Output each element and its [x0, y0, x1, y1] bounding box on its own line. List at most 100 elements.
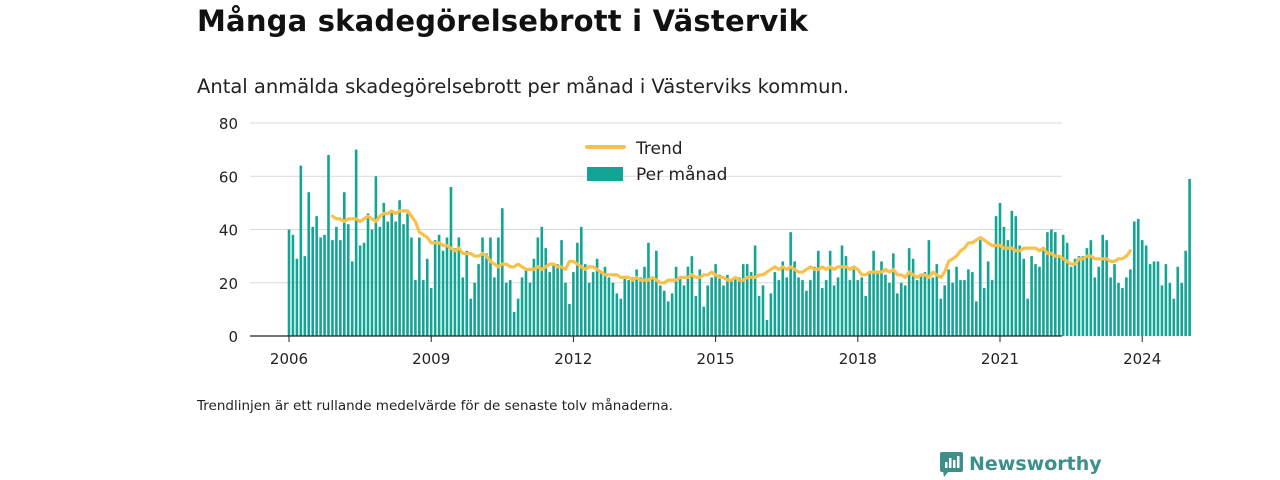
bar [753, 245, 757, 336]
bar [346, 224, 350, 336]
bar [615, 293, 619, 336]
bar [860, 277, 864, 336]
legend-bar-swatch [587, 167, 623, 181]
bar [528, 282, 532, 336]
bar [1010, 210, 1014, 336]
bar [461, 277, 465, 336]
bar [888, 282, 891, 336]
bar [1077, 256, 1081, 336]
bar [1184, 250, 1187, 336]
footnote: Trendlinjen är ett rullande medelvärde f… [197, 398, 673, 414]
bar [1105, 240, 1108, 336]
bar [927, 240, 931, 336]
bar [1152, 261, 1156, 336]
bar [1121, 288, 1124, 336]
bar [311, 226, 314, 336]
bar [516, 298, 520, 336]
bar [832, 285, 836, 336]
bar [971, 272, 974, 336]
bar [923, 272, 927, 336]
bar [331, 240, 334, 336]
bar [370, 229, 374, 336]
bar [741, 264, 745, 336]
x-tick-label: 2018 [839, 350, 877, 368]
bar [1026, 298, 1029, 336]
bar [868, 272, 871, 336]
bar [1034, 264, 1037, 336]
legend-bar-label: Per månad [636, 164, 727, 185]
bar [536, 237, 540, 336]
bar [761, 285, 765, 336]
bar [544, 248, 548, 336]
bar [568, 304, 571, 336]
bar [884, 274, 887, 336]
bar [967, 269, 970, 336]
bar [1188, 178, 1191, 336]
y-tick-label: 20 [219, 275, 238, 293]
bar [694, 296, 698, 336]
x-tick-label: 2024 [1123, 350, 1161, 368]
bar [1065, 242, 1069, 336]
bar [947, 269, 950, 336]
bar [425, 258, 429, 336]
bar [441, 250, 445, 336]
bar [730, 280, 733, 336]
bar [935, 264, 939, 336]
bar [1164, 264, 1168, 336]
chart-title: Många skadegörelsebrott i Västervik [197, 4, 809, 38]
bar [512, 312, 516, 336]
bar [445, 237, 449, 336]
bar [587, 282, 591, 336]
x-tick-label: 2015 [697, 350, 735, 368]
bar [896, 293, 899, 336]
bar [623, 277, 627, 336]
bar [734, 277, 737, 336]
bar [1144, 245, 1148, 336]
bar [299, 165, 303, 336]
bar [501, 208, 504, 336]
bar [651, 277, 654, 336]
bar [556, 264, 559, 336]
bar [951, 282, 954, 336]
bar [552, 264, 555, 336]
chart-subtitle: Antal anmälda skadegörelsebrott per måna… [197, 75, 850, 98]
bar [820, 288, 824, 336]
bar [690, 256, 694, 336]
y-tick-label: 40 [219, 222, 238, 240]
bar [836, 277, 840, 336]
bar [698, 269, 702, 336]
bar [907, 248, 911, 336]
bar [390, 210, 393, 336]
bar [319, 237, 322, 336]
bar [955, 266, 958, 336]
bar [485, 253, 488, 336]
bar [678, 277, 682, 336]
brand-name: Newsworthy [969, 453, 1102, 475]
bar [872, 250, 875, 336]
bar [595, 258, 599, 336]
bar [773, 272, 777, 336]
bar [449, 186, 453, 336]
bar [813, 266, 816, 336]
bar [1168, 282, 1172, 336]
bar [493, 277, 496, 336]
bar [718, 274, 721, 336]
bar [864, 296, 867, 336]
bar [429, 288, 433, 336]
bar [374, 176, 378, 336]
brand: Newsworthy [940, 450, 1102, 478]
bar [386, 221, 390, 336]
bar [710, 277, 713, 336]
bar [1085, 248, 1089, 336]
bar [919, 274, 923, 336]
bar [785, 277, 788, 336]
bar [1101, 234, 1104, 336]
bar [453, 248, 457, 336]
bar [876, 272, 879, 336]
bar [508, 280, 512, 336]
bar [335, 226, 338, 336]
bar [560, 240, 563, 336]
bar [726, 274, 729, 336]
bar [706, 285, 709, 336]
bar [1081, 256, 1085, 336]
